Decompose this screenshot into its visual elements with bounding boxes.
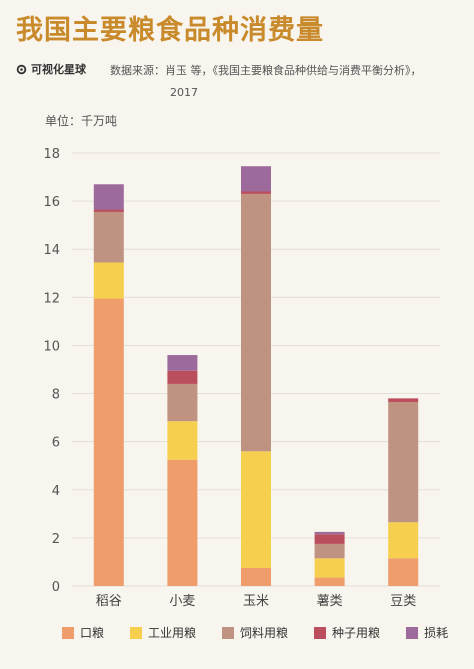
bar-segment (93, 262, 124, 299)
bar-segment (241, 193, 271, 452)
y-tick-label: 6 (52, 436, 60, 451)
bar-segment (241, 166, 271, 192)
x-tick-label: 薯类 (317, 594, 343, 609)
legend-item: 工业用粮 (130, 624, 196, 641)
legend-item: 损耗 (406, 624, 448, 641)
brand-logo: 可视化星球 (16, 61, 86, 77)
bar-segment (388, 401, 419, 523)
y-tick-label: 14 (43, 243, 60, 258)
y-tick-label: 0 (52, 580, 60, 595)
bar-segment (314, 531, 345, 535)
legend-swatch (222, 626, 235, 639)
legend-item: 饲料用粮 (222, 624, 288, 641)
legend-swatch (130, 626, 143, 639)
bar-segment (314, 577, 345, 586)
bar-segment (241, 191, 271, 194)
source-text: 数据来源：肖玉 等，《我国主要粮食品种供给与消费平衡分析》， (110, 64, 422, 77)
x-tick-label: 豆类 (390, 594, 416, 609)
legend-label: 种子用粮 (332, 626, 381, 640)
legend-label: 工业用粮 (148, 626, 197, 640)
legend-swatch (314, 626, 327, 639)
x-tick-label: 稻谷 (96, 594, 122, 609)
y-tick-label: 10 (43, 339, 60, 354)
y-tick-label: 4 (52, 484, 60, 499)
bar-segment (241, 567, 271, 586)
bar-segment (388, 558, 419, 586)
planet-icon (16, 64, 27, 74)
legend-item: 种子用粮 (314, 624, 380, 641)
bar-segment (93, 209, 124, 212)
y-tick-label: 18 (43, 147, 60, 162)
brand-name: 可视化星球 (31, 63, 86, 76)
bar-segment (167, 355, 198, 371)
y-tick-label: 16 (43, 195, 60, 210)
legend-label: 损耗 (424, 626, 449, 640)
y-tick-label: 2 (52, 532, 60, 547)
legend-label: 饲料用粮 (240, 626, 289, 640)
bar-segment (167, 421, 198, 460)
bar-segment (314, 543, 345, 559)
y-tick-label: 8 (52, 388, 60, 403)
chart-legend: 口粮 工业用粮 饲料用粮 种子用粮 损耗 (62, 624, 448, 641)
bar-segment (388, 522, 419, 559)
source-year: 2017 (170, 86, 198, 99)
legend-swatch (406, 626, 419, 639)
bar-segment (167, 370, 198, 384)
y-tick-label: 12 (43, 291, 60, 306)
legend-item: 口粮 (62, 624, 104, 641)
bar-segment (314, 558, 345, 578)
bar-segment (167, 459, 198, 586)
x-tick-label: 玉米 (243, 594, 269, 609)
bar-segment (93, 211, 124, 263)
source-note: 数据来源：肖玉 等，《我国主要粮食品种供给与消费平衡分析》， 2017 (110, 60, 470, 104)
bar-segment (167, 383, 198, 422)
legend-label: 口粮 (80, 626, 105, 640)
bar-segment (388, 398, 419, 402)
legend-swatch (62, 626, 74, 639)
x-tick-label: 小麦 (169, 594, 195, 609)
bar-segment (241, 451, 271, 568)
unit-label: 单位：千万吨 (45, 114, 118, 128)
bar-segment (314, 534, 345, 544)
chart-title: 我国主要粮食品种消费量 (16, 15, 324, 46)
bar-segment (93, 184, 124, 210)
bar-segment (93, 298, 124, 586)
